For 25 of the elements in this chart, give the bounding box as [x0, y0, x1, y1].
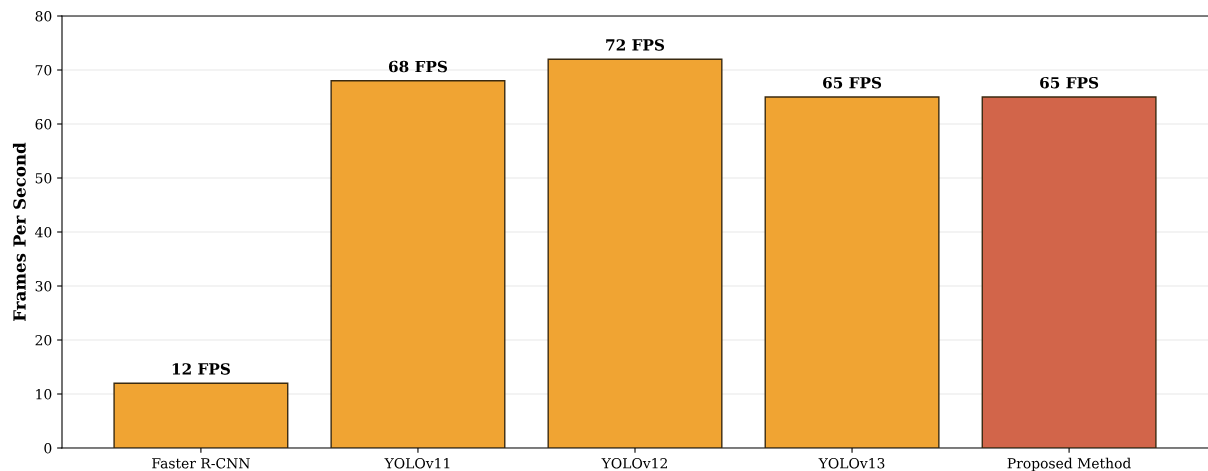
- y-tick-label: 50: [35, 172, 52, 184]
- bar: [113, 382, 289, 448]
- y-tick-label: 40: [35, 226, 52, 238]
- x-tick-label: YOLOv11: [384, 457, 450, 469]
- data-label: 68 FPS: [388, 60, 448, 73]
- bar: [330, 80, 506, 448]
- data-label: 65 FPS: [823, 76, 882, 89]
- y-axis-title: Frames Per Second: [12, 142, 26, 321]
- y-tick-label: 20: [35, 334, 52, 346]
- y-tick-label: 80: [35, 10, 52, 22]
- data-label: 72 FPS: [606, 39, 665, 51]
- x-tick-label: YOLOv12: [601, 457, 667, 469]
- bar: [981, 96, 1157, 448]
- x-tick-label: Proposed Method: [1007, 457, 1131, 471]
- y-tick-label: 30: [35, 280, 52, 292]
- y-tick-label: 60: [35, 118, 52, 130]
- y-tick-label: 70: [35, 64, 52, 76]
- y-tick-label: 10: [36, 388, 52, 400]
- y-tick-label: 0: [44, 442, 52, 454]
- x-tick-label: YOLOv13: [818, 457, 885, 469]
- bar: [547, 58, 723, 448]
- data-label: 65 FPS: [1040, 76, 1099, 89]
- x-tick-label: Faster R-CNN: [152, 457, 250, 469]
- data-label: 12 FPS: [172, 363, 230, 375]
- bar: [764, 96, 940, 448]
